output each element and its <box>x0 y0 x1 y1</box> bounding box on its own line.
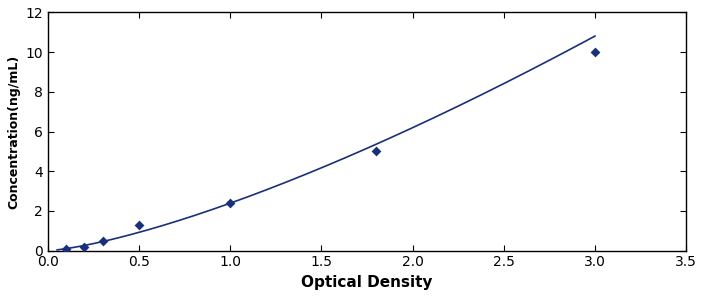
Point <box>589 50 601 55</box>
Point <box>97 238 108 243</box>
Y-axis label: Concentration(ng/mL): Concentration(ng/mL) <box>7 54 20 209</box>
Point <box>79 244 90 249</box>
Point <box>370 149 382 154</box>
X-axis label: Optical Density: Optical Density <box>301 275 433 290</box>
Point <box>61 246 72 251</box>
Point <box>225 201 236 206</box>
Point <box>134 222 145 227</box>
